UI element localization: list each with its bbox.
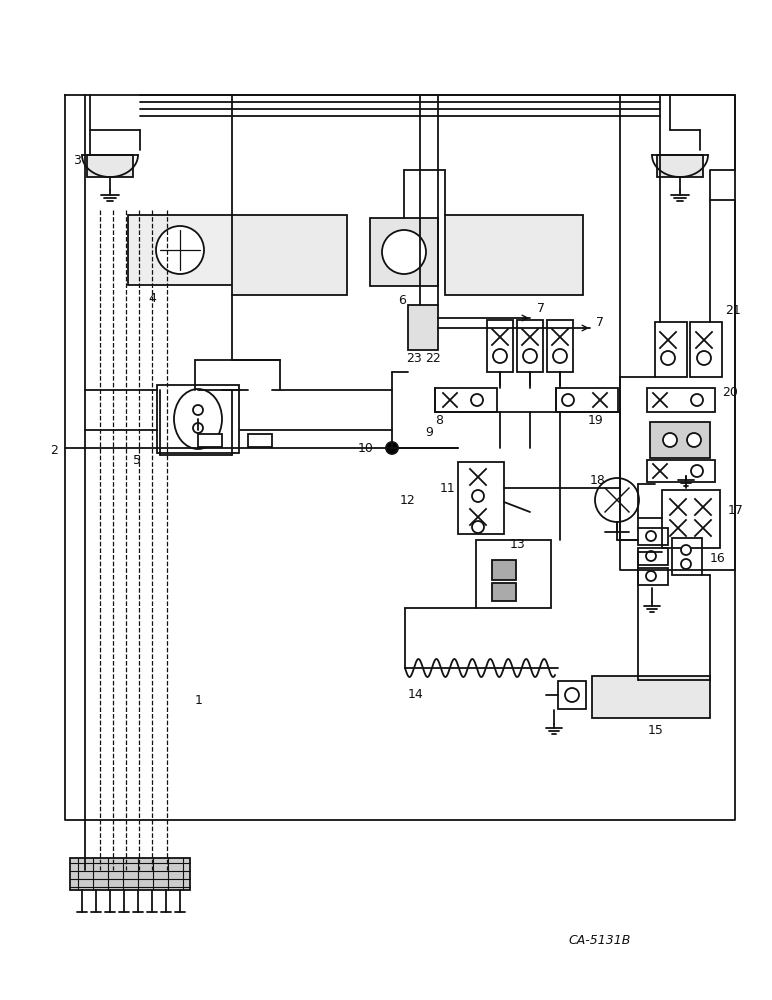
Bar: [492, 583, 516, 601]
Bar: [647, 460, 715, 482]
Text: 1: 1: [195, 694, 203, 706]
Circle shape: [687, 433, 701, 447]
Circle shape: [493, 349, 507, 363]
Circle shape: [681, 559, 691, 569]
Bar: [198, 434, 222, 447]
Text: 16: 16: [710, 552, 726, 564]
Bar: [487, 320, 513, 372]
Bar: [435, 388, 497, 412]
Text: 22: 22: [425, 352, 441, 364]
Bar: [408, 305, 438, 350]
Circle shape: [553, 349, 567, 363]
Circle shape: [193, 405, 203, 415]
Bar: [492, 560, 516, 580]
Bar: [370, 218, 438, 286]
Bar: [87, 155, 133, 177]
Bar: [128, 215, 233, 285]
Bar: [638, 568, 668, 585]
Circle shape: [661, 351, 675, 365]
Circle shape: [156, 226, 204, 274]
Bar: [650, 422, 710, 458]
Bar: [458, 462, 504, 534]
Bar: [672, 538, 702, 575]
Text: 5: 5: [133, 454, 141, 466]
Circle shape: [681, 545, 691, 555]
Bar: [558, 681, 586, 709]
Text: 10: 10: [358, 442, 374, 454]
Bar: [647, 388, 715, 412]
Text: 8: 8: [435, 414, 443, 426]
Bar: [232, 215, 347, 295]
Text: 23: 23: [406, 352, 422, 364]
Circle shape: [193, 423, 203, 433]
Bar: [655, 322, 687, 377]
Bar: [517, 320, 543, 372]
Bar: [70, 858, 190, 890]
Circle shape: [523, 349, 537, 363]
Circle shape: [472, 490, 484, 502]
Bar: [556, 388, 618, 412]
Bar: [157, 385, 239, 453]
Circle shape: [471, 394, 483, 406]
Bar: [690, 322, 722, 377]
Text: 3: 3: [73, 153, 81, 166]
Circle shape: [386, 442, 398, 454]
Text: 6: 6: [398, 294, 406, 306]
Bar: [592, 676, 710, 718]
Text: 7: 7: [596, 316, 604, 328]
Circle shape: [565, 688, 579, 702]
Text: 9: 9: [425, 426, 433, 438]
Text: 4: 4: [148, 292, 156, 304]
Text: CA-5131B: CA-5131B: [568, 934, 631, 946]
Circle shape: [595, 478, 639, 522]
Text: 14: 14: [408, 688, 424, 702]
Bar: [662, 490, 720, 548]
Circle shape: [663, 433, 677, 447]
Text: 15: 15: [648, 724, 664, 736]
Text: 2: 2: [50, 444, 58, 456]
Circle shape: [472, 521, 484, 533]
Circle shape: [646, 551, 656, 561]
Bar: [638, 548, 668, 565]
Bar: [547, 320, 573, 372]
Ellipse shape: [174, 389, 222, 449]
Circle shape: [697, 351, 711, 365]
Bar: [445, 215, 583, 295]
Text: 20: 20: [722, 386, 738, 399]
Text: 19: 19: [588, 414, 604, 426]
Bar: [476, 540, 551, 608]
Circle shape: [646, 571, 656, 581]
Text: 13: 13: [510, 538, 526, 552]
Bar: [248, 434, 272, 447]
Bar: [638, 528, 668, 545]
Circle shape: [562, 394, 574, 406]
Text: 11: 11: [440, 482, 455, 494]
Text: 7: 7: [537, 302, 545, 314]
Bar: [657, 155, 703, 177]
Circle shape: [691, 394, 703, 406]
Circle shape: [691, 465, 703, 477]
Circle shape: [646, 531, 656, 541]
Text: 21: 21: [725, 304, 741, 316]
Text: 12: 12: [400, 493, 416, 506]
Circle shape: [382, 230, 426, 274]
Text: 17: 17: [728, 504, 744, 516]
Text: 18: 18: [590, 474, 606, 487]
